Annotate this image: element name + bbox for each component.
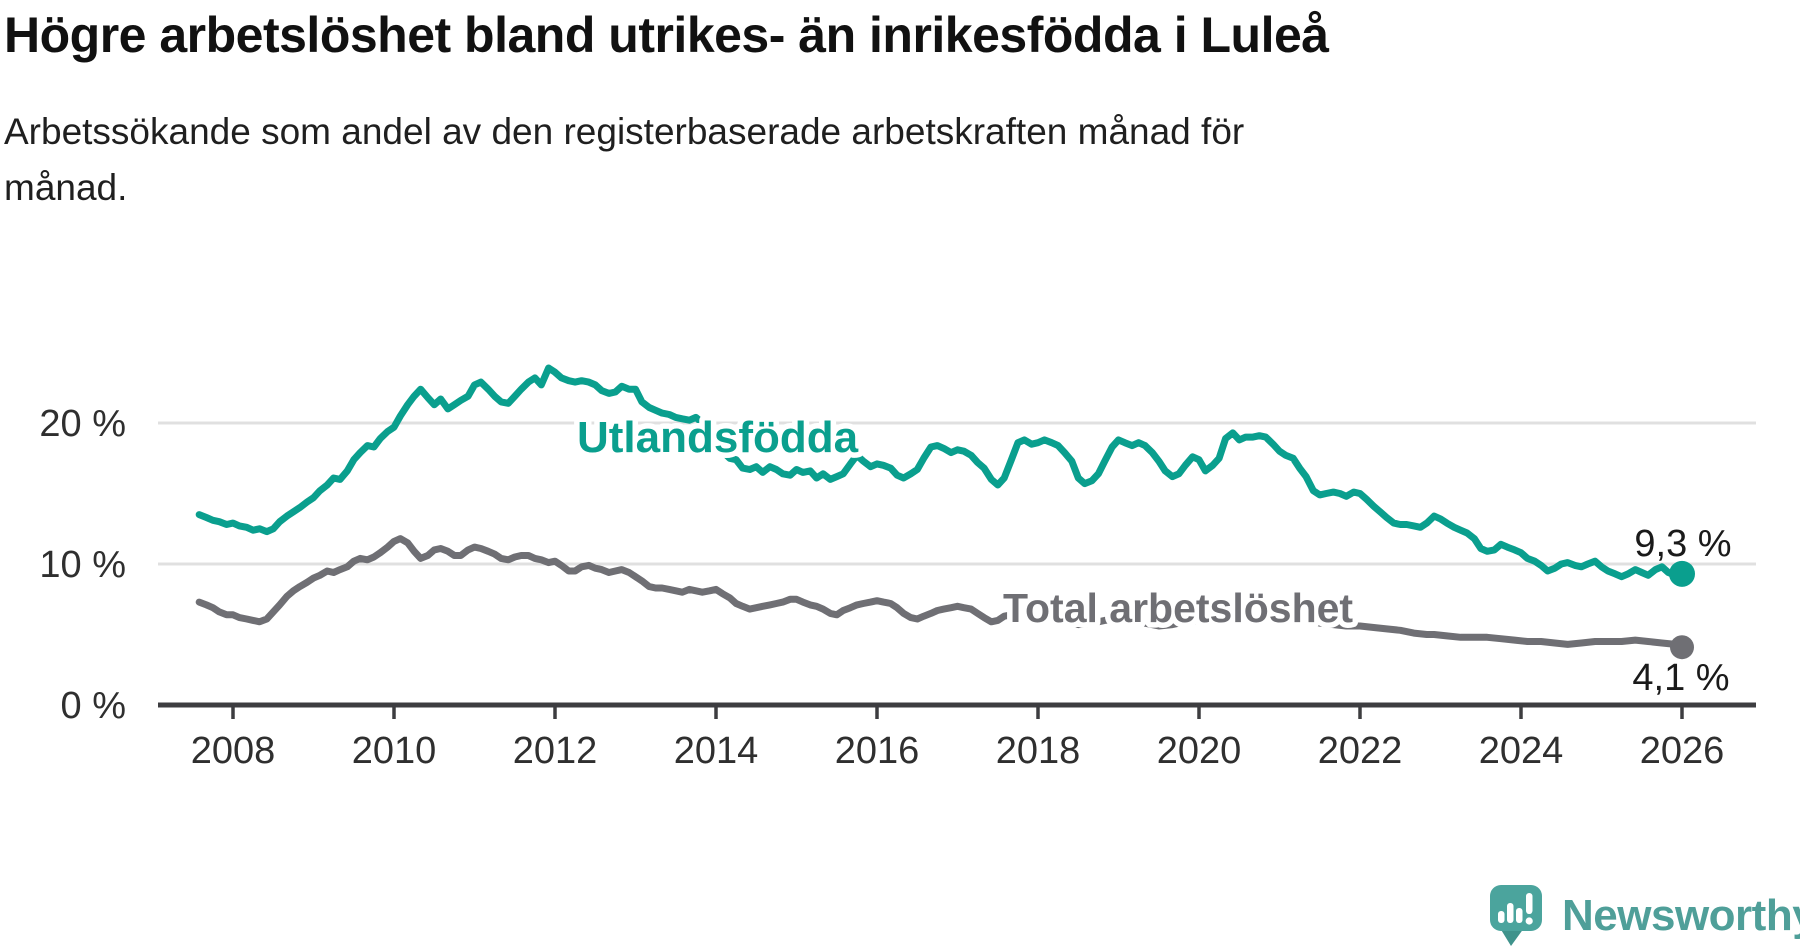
- newsworthy-bubble-chart-icon: [1490, 885, 1542, 946]
- x-tick-label-2008: 2008: [191, 730, 276, 772]
- series-label-total-arbetsl-shet: Total arbetslöshet: [1003, 585, 1353, 631]
- x-tick-label-2016: 2016: [835, 730, 920, 772]
- chart-subtitle-line-2: månad.: [4, 166, 128, 208]
- chart-header: Högre arbetslöshet bland utrikes- än inr…: [4, 6, 1774, 215]
- page-title: Högre arbetslöshet bland utrikes- än inr…: [4, 7, 1329, 63]
- x-tick-label-2014: 2014: [674, 730, 759, 772]
- end-dot-total-arbetsl-shet: [1670, 635, 1694, 660]
- x-tick-label-2010: 2010: [352, 730, 437, 772]
- chart-subtitle: Arbetssökande som andel av den registerb…: [4, 104, 1774, 215]
- y-tick-label-10: 10 %: [39, 544, 126, 586]
- y-tick-label-0: 0 %: [61, 685, 126, 727]
- series-label-utlandsf-dda: Utlandsfödda: [577, 413, 859, 462]
- end-value-label-utlandsf-dda: 9,3 %: [1634, 523, 1731, 565]
- newsworthy-logo-text: Newsworthy: [1562, 891, 1800, 940]
- series-line-total-arbetsl-shet: [195, 535, 1686, 651]
- chart-subtitle-line-1: Arbetssökande som andel av den registerb…: [4, 111, 1245, 152]
- x-tick-label-2012: 2012: [513, 730, 598, 772]
- x-tick-label-2026: 2026: [1640, 730, 1725, 772]
- x-tick-label-2022: 2022: [1318, 730, 1403, 772]
- series-line-utlandsf-dda: [195, 364, 1686, 581]
- y-tick-label-20: 20 %: [39, 403, 126, 445]
- newsworthy-logo: Newsworthy: [1488, 884, 1800, 948]
- end-value-label-total-arbetsl-shet: 4,1 %: [1632, 657, 1729, 699]
- x-tick-label-2018: 2018: [996, 730, 1081, 772]
- end-dot-utlandsf-dda: [1669, 560, 1695, 587]
- x-tick-label-2020: 2020: [1157, 730, 1242, 772]
- x-tick-label-2024: 2024: [1479, 730, 1564, 772]
